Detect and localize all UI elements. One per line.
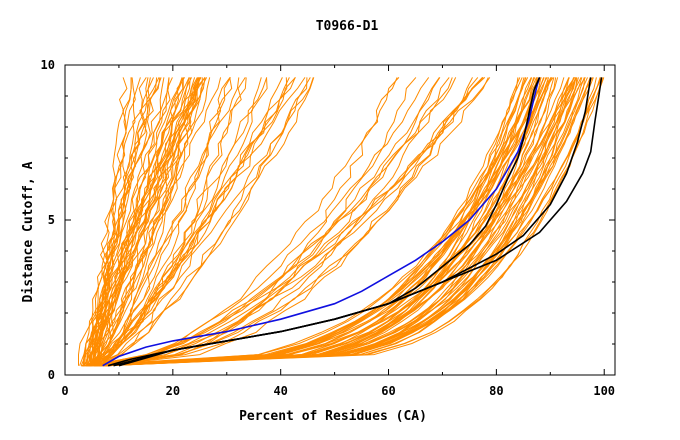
y-tick-label: 5 — [48, 213, 55, 227]
bundle-curve — [97, 77, 315, 367]
bundle-curve — [107, 77, 545, 367]
bundle-curve — [95, 77, 314, 367]
chart-title: T0966-D1 — [316, 19, 379, 34]
bundle-curve — [99, 77, 542, 367]
bundle-curve — [92, 77, 555, 367]
bundle-curve — [87, 77, 184, 366]
bundle-curve — [85, 77, 183, 366]
bundle-curve — [92, 77, 233, 367]
bundle-curve — [95, 77, 200, 366]
bundle-curve — [94, 77, 529, 367]
bundle-curve — [96, 77, 535, 367]
series-line-black-3 — [118, 77, 603, 367]
bundle-curve — [98, 77, 491, 367]
bundle-curve — [79, 77, 184, 366]
axes: 0 20 40 60 80 100 0 5 10 — [41, 58, 616, 398]
bundle-curve — [93, 77, 417, 367]
bundle-curve — [88, 77, 450, 367]
bundle-curve — [83, 77, 541, 367]
bundle-curve — [83, 77, 198, 366]
bundle-curve — [94, 77, 186, 366]
bundle-curve — [107, 77, 570, 367]
bundle-curve — [95, 77, 200, 366]
bundle-curve — [88, 77, 283, 367]
bundle-curve — [86, 77, 441, 367]
x-tick-label: 80 — [489, 384, 503, 398]
bundle-curve — [86, 77, 162, 366]
bundle-curve — [99, 77, 398, 367]
bundle-curve — [101, 77, 262, 367]
series-line-blue — [102, 77, 541, 367]
y-tick-label: 0 — [48, 368, 55, 382]
y-tick-label: 10 — [41, 58, 55, 72]
x-tick-label: 0 — [61, 384, 68, 398]
bundle-curve — [90, 77, 553, 367]
bundle-curve — [82, 77, 594, 367]
bundle-curve — [99, 77, 553, 367]
highlighted-curves — [102, 77, 603, 367]
bundle-curve — [88, 77, 601, 367]
bundle-curve — [81, 77, 576, 367]
x-tick-label: 20 — [166, 384, 180, 398]
bundle-curve — [107, 77, 479, 367]
bundle-curve — [104, 77, 484, 367]
orange-curve-bundle — [78, 77, 605, 367]
x-axis-label: Percent of Residues (CA) — [239, 409, 427, 424]
bundle-curve — [95, 77, 604, 367]
bundle-curve — [94, 77, 231, 367]
x-tick-label: 60 — [381, 384, 395, 398]
bundle-curve — [89, 77, 170, 366]
x-tick-label: 40 — [273, 384, 287, 398]
bundle-curve — [99, 77, 457, 367]
y-axis-label: Distance Cutoff, A — [21, 161, 36, 302]
bundle-curve — [92, 77, 203, 367]
bundle-curve — [103, 77, 473, 367]
x-tick-label: 100 — [593, 384, 615, 398]
bundle-curve — [78, 77, 170, 366]
bundle-curve — [95, 77, 231, 367]
bundle-curve — [99, 77, 308, 367]
bundle-curve — [92, 77, 306, 367]
bundle-curve — [101, 77, 575, 367]
bundle-curve — [99, 77, 586, 367]
bundle-curve — [95, 77, 486, 367]
bundle-curve — [83, 77, 196, 366]
bundle-curve — [86, 77, 199, 367]
bundle-curve — [94, 77, 577, 367]
bundle-curve — [102, 77, 268, 367]
bundle-curve — [89, 77, 222, 366]
bundle-curve — [89, 77, 192, 366]
bundle-curve — [98, 77, 268, 367]
bundle-curve — [96, 77, 430, 367]
bundle-curve — [89, 77, 161, 366]
bundle-curve — [99, 77, 536, 367]
bundle-curve — [102, 77, 523, 367]
